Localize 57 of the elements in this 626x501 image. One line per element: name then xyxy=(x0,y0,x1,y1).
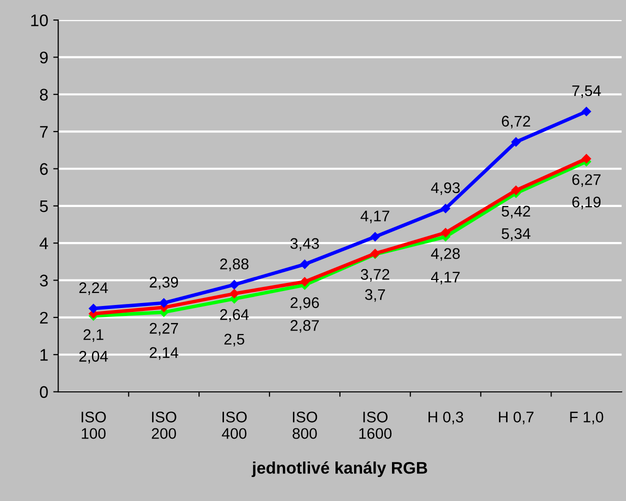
y-tick-label: 1 xyxy=(40,349,48,361)
data-label: 4,17 xyxy=(431,272,460,284)
point xyxy=(300,260,310,269)
x-tick-label: ISO 100 xyxy=(82,412,106,439)
data-label: 2,27 xyxy=(150,322,178,336)
data-label: 2,5 xyxy=(224,334,244,346)
data-label: 3,7 xyxy=(365,289,385,302)
data-label: 3,43 xyxy=(290,238,319,251)
point xyxy=(511,137,521,147)
y-tick-label: 0 xyxy=(40,386,48,398)
point xyxy=(230,289,239,298)
y-tick-label: 9 xyxy=(40,52,48,64)
y-tick-label: 6 xyxy=(40,163,48,175)
y-tick-label: 4 xyxy=(40,238,48,250)
y-tick-label: 8 xyxy=(40,88,48,101)
x-tick-label: H 0,3 xyxy=(428,412,464,424)
point xyxy=(230,280,239,290)
data-label: 2,24 xyxy=(79,282,108,295)
data-label: 6,19 xyxy=(572,196,601,210)
x-tick-label: ISO 400 xyxy=(222,412,247,439)
data-label: 4,93 xyxy=(431,182,460,195)
data-label: 2,96 xyxy=(290,297,319,310)
data-label: 4,28 xyxy=(431,248,460,261)
data-label: 2,1 xyxy=(84,329,104,342)
data-label: 5,42 xyxy=(502,206,530,218)
data-label: 6,27 xyxy=(572,174,601,187)
point xyxy=(88,304,98,314)
data-label: 2,39 xyxy=(150,276,178,290)
data-label: 2,88 xyxy=(220,258,248,272)
x-tick-label: ISO 200 xyxy=(152,412,176,439)
point xyxy=(440,204,450,214)
data-label: 2,64 xyxy=(220,309,249,322)
point xyxy=(440,228,450,238)
data-label: 3,72 xyxy=(360,269,390,282)
y-tick-label: 2 xyxy=(40,312,48,324)
data-label: 6,72 xyxy=(502,116,530,128)
y-tick-label: 10 xyxy=(31,14,48,26)
x-axis-title: jednotlivé kanály RGB xyxy=(252,461,428,478)
y-tick-label: 7 xyxy=(40,126,48,138)
point xyxy=(582,106,592,116)
y-tick-label: 5 xyxy=(40,200,48,212)
point xyxy=(511,186,521,195)
data-label: 4,17 xyxy=(360,210,390,224)
data-label: 2,14 xyxy=(150,347,178,360)
x-tick-label: F 1,0 xyxy=(570,412,604,424)
data-label: 2,04 xyxy=(79,350,108,364)
y-tick-label: 3 xyxy=(40,274,48,286)
data-label: 5,34 xyxy=(502,228,530,241)
x-tick-label: H 0,7 xyxy=(498,412,534,424)
point xyxy=(300,277,310,286)
x-tick-label: ISO 1600 xyxy=(359,412,392,439)
point xyxy=(370,232,380,242)
x-tick-label: ISO 800 xyxy=(292,412,318,439)
point xyxy=(159,298,168,308)
data-label: 7,54 xyxy=(572,85,601,98)
data-label: 2,87 xyxy=(290,320,319,333)
point xyxy=(582,154,592,164)
